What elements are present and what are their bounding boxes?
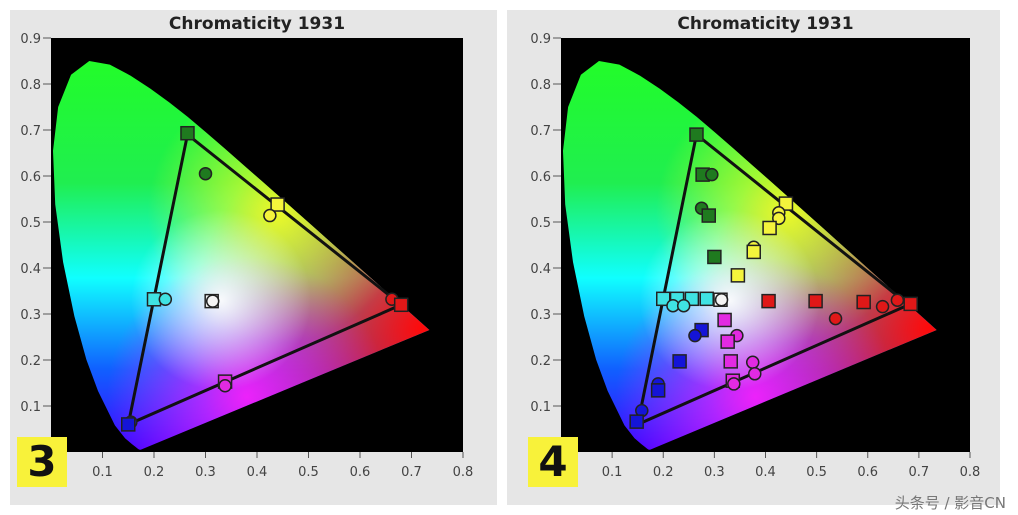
blue-square-point xyxy=(629,414,644,429)
white-circle-point xyxy=(205,294,220,308)
yellow-circle-point xyxy=(263,208,277,223)
x-tick-label: 0.4 xyxy=(755,465,776,480)
cyan-square-point xyxy=(699,291,714,307)
y-tick-label: 0.5 xyxy=(530,216,551,231)
red-square-point xyxy=(808,293,823,309)
x-tick-label: 0.7 xyxy=(909,465,930,480)
chromaticity-chart: Chromaticity 1931 0.1 0.2 0.3 0.4 0.5 0.6 0.7 0.… xyxy=(530,14,981,480)
yellow-square-point xyxy=(270,197,285,212)
green-circle-point xyxy=(198,166,213,181)
y-tick-label: 0.4 xyxy=(20,262,41,277)
x-tick-label: 0.1 xyxy=(602,465,623,480)
x-tick-label: 0.3 xyxy=(704,465,725,480)
y-tick-label: 0.6 xyxy=(530,170,551,185)
red-circle-point xyxy=(890,293,905,307)
green-square-point xyxy=(701,208,717,223)
gamut-triangle xyxy=(126,131,405,427)
y-tick-label: 0.2 xyxy=(20,354,41,369)
gamut-triangle xyxy=(635,131,912,427)
y-tick-label: 0.1 xyxy=(530,400,551,415)
green-square-point xyxy=(707,249,722,265)
y-tick-label: 0.6 xyxy=(20,170,41,185)
chart-panel-4: Chromaticity 1931 0.1 0.2 0.3 0.4 0.5 0.6 0.7 0.… xyxy=(507,10,1000,505)
chromaticity-chart: Chromaticity 1931 0.1 0.2 0.3 0.4 0.5 0.6 0.7 0.… xyxy=(20,14,474,480)
watermark: 头条号 / 影音CN xyxy=(894,494,1006,512)
y-tick-label: 0.2 xyxy=(530,354,551,369)
y-tick-label: 0.4 xyxy=(530,262,551,277)
x-tick-label: 0.7 xyxy=(401,465,422,480)
red-square-point xyxy=(393,297,409,313)
magenta-square-point xyxy=(720,334,735,349)
panel-badge: 4 xyxy=(528,437,578,487)
x-tick-label: 0.4 xyxy=(247,465,268,480)
green-square-point xyxy=(180,125,195,141)
cyan-circle-point xyxy=(158,292,173,307)
green-square-point xyxy=(689,127,704,142)
magenta-square-point xyxy=(717,312,732,328)
chart-title: Chromaticity 1931 xyxy=(169,14,345,34)
x-tick-label: 0.5 xyxy=(298,465,319,480)
magenta-circle-point xyxy=(727,377,741,391)
cyan-square-point xyxy=(656,291,671,307)
yellow-square-point xyxy=(778,196,794,211)
red-square-point xyxy=(761,293,776,309)
magenta-circle-point xyxy=(745,355,760,370)
red-square-point xyxy=(856,294,871,310)
y-tick-label: 0.1 xyxy=(20,400,41,415)
red-square-point xyxy=(903,296,918,312)
blue-square-point xyxy=(650,383,666,398)
green-circle-point xyxy=(705,167,719,182)
blue-circle-point xyxy=(688,328,702,343)
x-tick-label: 0.6 xyxy=(350,465,371,480)
y-tick-label: 0.8 xyxy=(20,78,41,93)
y-tick-label: 0.7 xyxy=(530,124,551,139)
x-tick-label: 0.6 xyxy=(857,465,878,480)
white-circle-point xyxy=(714,292,729,307)
x-tick-label: 0.2 xyxy=(144,465,165,480)
y-tick-label: 0.9 xyxy=(20,32,41,47)
yellow-square-point xyxy=(746,244,761,260)
red-circle-point xyxy=(828,311,843,326)
x-tick-label: 0.8 xyxy=(453,465,474,480)
chart-panel-3: Chromaticity 1931 0.1 0.2 0.3 0.4 0.5 0.6 0.7 0.… xyxy=(10,10,497,505)
x-tick-label: 0.8 xyxy=(960,465,981,480)
cyan-circle-point xyxy=(676,298,691,313)
panel-badge: 3 xyxy=(17,437,67,487)
y-tick-label: 0.7 xyxy=(20,124,41,139)
magenta-circle-point xyxy=(748,367,762,381)
blue-square-point xyxy=(672,354,687,369)
y-tick-label: 0.3 xyxy=(20,308,41,323)
blue-square-point xyxy=(121,417,136,432)
x-tick-label: 0.1 xyxy=(92,465,113,480)
magenta-square-point xyxy=(723,354,738,369)
x-tick-label: 0.3 xyxy=(195,465,216,480)
y-tick-label: 0.5 xyxy=(20,216,41,231)
chart-title: Chromaticity 1931 xyxy=(677,14,853,34)
x-tick-label: 0.2 xyxy=(653,465,674,480)
yellow-square-point xyxy=(730,268,746,283)
y-tick-label: 0.8 xyxy=(530,78,551,93)
yellow-square-point xyxy=(762,220,777,236)
x-tick-label: 0.5 xyxy=(806,465,827,480)
y-tick-label: 0.3 xyxy=(530,308,551,323)
cyan-square-point xyxy=(146,292,162,307)
red-circle-point xyxy=(875,299,890,314)
magenta-circle-point xyxy=(218,379,232,393)
y-tick-label: 0.9 xyxy=(530,32,551,47)
